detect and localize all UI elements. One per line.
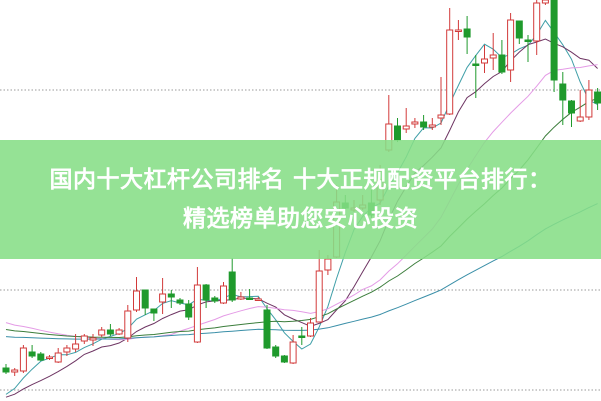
candle-down [272, 346, 280, 357]
candle-down [498, 54, 506, 73]
candle-up [428, 124, 436, 128]
candle-up [507, 19, 515, 71]
candle-down [2, 367, 10, 373]
candle-down [280, 355, 288, 363]
candle-down [515, 20, 523, 39]
title-banner: 国内十大杠杆公司排名 十大正规配资平台排行： 精选榜单助您安心投资 [0, 140, 601, 259]
candle-up [89, 337, 97, 341]
candle-up [454, 29, 462, 32]
candle-up [437, 114, 445, 119]
candle-up [19, 347, 27, 372]
ma10-line [5, 38, 598, 398]
candle-down [559, 83, 567, 101]
banner-title-line1: 国内十大杠杆公司排名 十大正规配资平台排行： [49, 166, 552, 193]
candle-down [550, 0, 558, 81]
candle-up [98, 329, 106, 336]
candle-down [594, 91, 601, 104]
candle-up [585, 89, 593, 118]
candle-down [141, 289, 149, 309]
candle-down [37, 353, 45, 361]
candle-up [63, 347, 71, 353]
candle-up [124, 310, 132, 339]
candle-down [420, 121, 428, 128]
candle-down [246, 297, 254, 300]
candle-up [481, 58, 488, 64]
candle-up [220, 285, 227, 304]
banner-title-line2: 精选榜单助您安心投资 [183, 205, 418, 232]
candle-up [541, 0, 549, 4]
candle-up [11, 369, 19, 373]
candle-up [133, 290, 140, 311]
candle-up [533, 2, 541, 42]
candle-up [411, 121, 419, 125]
candle-up [115, 329, 123, 335]
candle-down [298, 335, 306, 338]
candle-up [193, 284, 201, 343]
candle-up [576, 116, 584, 122]
candle-up [80, 335, 88, 342]
candle-down [150, 308, 158, 314]
candle-down [263, 309, 271, 349]
candle-up [289, 341, 297, 364]
candle-up [315, 270, 323, 323]
candle-up [159, 293, 167, 303]
candle-down [211, 297, 219, 302]
candle-up [324, 258, 332, 271]
candle-up [402, 125, 410, 130]
candle-down [228, 271, 236, 301]
candle-down [524, 39, 532, 42]
candle-down [394, 125, 401, 141]
candle-down [28, 351, 36, 357]
candle-up [307, 322, 314, 337]
candle-up [237, 296, 245, 300]
candle-down [106, 329, 114, 335]
candle-down [185, 303, 193, 318]
candle-up [46, 356, 53, 359]
candle-down [202, 284, 210, 301]
candle-up [254, 298, 262, 301]
candle-up [446, 29, 454, 115]
candle-down [472, 63, 480, 66]
candle-up [489, 54, 497, 59]
candle-up [54, 352, 62, 363]
candle-up [72, 343, 80, 350]
candle-down [568, 100, 575, 114]
candle-down [167, 293, 175, 298]
candle-down [176, 299, 184, 304]
candle-down [463, 28, 471, 38]
